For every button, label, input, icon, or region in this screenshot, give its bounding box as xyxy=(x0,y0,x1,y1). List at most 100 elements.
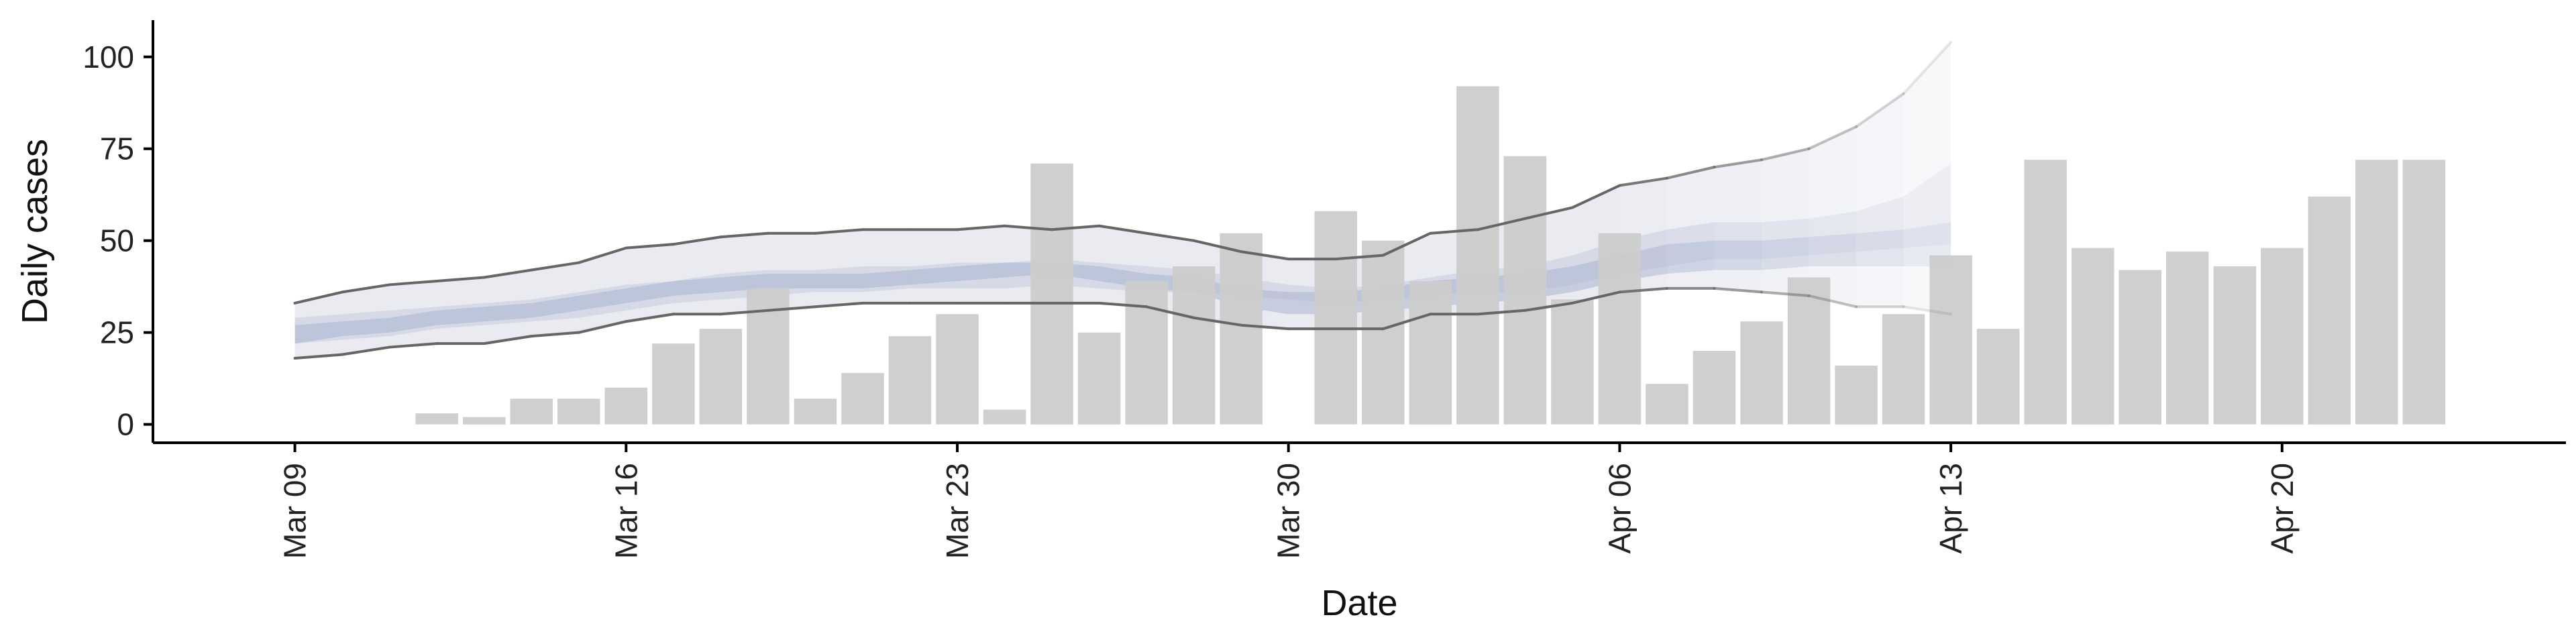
y-axis-ticks: 0 25 50 75 100 xyxy=(83,40,153,442)
daily-case-bar xyxy=(1362,240,1405,425)
ci-90-upper-line xyxy=(1145,231,1195,242)
ci-20-band-segment xyxy=(910,266,957,285)
ci-90-lower-line xyxy=(1192,316,1243,327)
daily-case-bar xyxy=(2024,160,2067,425)
y-tick-label: 25 xyxy=(100,315,134,350)
ci-90-lower-line xyxy=(1713,286,1763,294)
daily-case-bars xyxy=(415,86,2446,425)
ci-90-lower-line xyxy=(1760,290,1811,297)
ci-20-band-segment xyxy=(531,295,579,318)
ci-90-upper-line xyxy=(1713,158,1763,169)
daily-case-bar xyxy=(604,387,648,425)
ci-50-band-segment xyxy=(1762,218,1809,260)
daily-case-bar xyxy=(2213,266,2257,425)
daily-case-bar xyxy=(2166,252,2209,425)
daily-case-bar xyxy=(1456,86,1499,425)
x-axis-ticks: Mar 09 Mar 16 Mar 23 Mar 30 Apr 06 Apr 13 Apr … xyxy=(278,443,2300,559)
ci-90-lower-line xyxy=(530,331,580,338)
ci-50-band-segment xyxy=(1903,163,1951,248)
ci-90-lower-line xyxy=(1807,294,1858,309)
daily-case-bar xyxy=(1409,281,1452,425)
ci-20-band-segment xyxy=(626,280,674,303)
daily-case-bar xyxy=(463,417,506,425)
x-tick-label: Mar 16 xyxy=(608,463,643,559)
daily-case-bar xyxy=(1551,299,1594,425)
daily-case-bar xyxy=(557,398,600,425)
ci-90-lower-line xyxy=(1476,309,1527,316)
ci-90-lower-line xyxy=(1145,305,1195,319)
ci-20-band-segment xyxy=(578,288,627,311)
ci-90-lower-line xyxy=(341,345,391,356)
daily-case-bar xyxy=(1976,329,2020,425)
ci-20-band-segment xyxy=(1714,240,1762,270)
daily-case-bar xyxy=(510,398,553,425)
ci-20-band-segment xyxy=(294,321,343,344)
y-tick-label: 75 xyxy=(100,131,134,166)
x-tick-label: Apr 13 xyxy=(1933,463,1968,554)
ci-20-band-segment xyxy=(1809,233,1857,267)
ci-90-upper-line xyxy=(1051,224,1101,231)
ci-90-lower-line xyxy=(1902,305,1953,316)
daily-case-bar xyxy=(2072,248,2114,425)
ci-90-upper-line xyxy=(530,261,580,272)
ci-90-band-segment xyxy=(1903,42,1951,315)
x-tick-label: Mar 09 xyxy=(278,463,313,559)
daily-case-bar xyxy=(2261,248,2304,425)
y-tick-label: 100 xyxy=(83,40,134,74)
ci-90-upper-line xyxy=(293,290,344,305)
daily-case-bar xyxy=(1740,321,1783,425)
daily-case-bar xyxy=(794,398,837,425)
ci-90-lower-line xyxy=(1523,301,1574,312)
ci-20-band-segment xyxy=(1666,240,1715,274)
x-tick-label: Mar 23 xyxy=(940,463,975,559)
ci-90-lower-line xyxy=(719,309,769,316)
daily-case-bar xyxy=(1929,255,1972,425)
ci-90-upper-line xyxy=(1334,254,1385,261)
ci-20-band-segment xyxy=(720,274,768,292)
x-tick-label: Apr 20 xyxy=(2265,463,2300,554)
ci-20-band-segment xyxy=(484,303,532,322)
daily-case-bar xyxy=(841,372,884,425)
ci-90-upper-line xyxy=(577,246,628,264)
ci-90-upper-line xyxy=(482,268,533,279)
daily-case-bar xyxy=(2402,160,2446,425)
ci-90-upper-line xyxy=(1192,239,1243,254)
daily-case-bar xyxy=(1503,156,1547,425)
ci-90-lower-line xyxy=(766,305,817,312)
daily-case-bar xyxy=(652,343,695,425)
y-axis-title: Daily cases xyxy=(15,139,55,324)
daily-case-bar xyxy=(1172,266,1216,425)
ci-90-upper-line xyxy=(388,279,439,286)
ci-90-band-segment xyxy=(1762,148,1809,296)
daily-case-bar xyxy=(1314,211,1357,425)
ci-90-upper-line xyxy=(1003,224,1054,231)
ci-90-upper-line xyxy=(956,224,1006,231)
ci-90-upper-line xyxy=(1240,250,1290,261)
ci-90-upper-line xyxy=(435,276,486,282)
daily-case-bar xyxy=(1598,233,1642,425)
ci-90-upper-line xyxy=(1381,231,1432,257)
ci-20-band-segment xyxy=(1762,237,1809,270)
x-tick-label: Apr 06 xyxy=(1602,463,1637,554)
ci-20-band-segment xyxy=(673,277,721,296)
daily-case-bar xyxy=(2118,270,2161,425)
ci-50-band-segment xyxy=(1714,222,1762,260)
daily-case-bar xyxy=(1125,281,1168,425)
ci-90-band-segment xyxy=(862,229,910,303)
y-tick-label: 50 xyxy=(100,223,134,258)
ci-20-band-segment xyxy=(437,307,484,325)
ci-90-lower-line xyxy=(1570,290,1621,305)
ci-90-band-segment xyxy=(1809,126,1857,307)
daily-case-bar xyxy=(415,413,458,425)
ci-90-lower-line xyxy=(1618,286,1668,294)
daily-case-bar xyxy=(936,314,979,425)
y-tick-label: 0 xyxy=(117,407,134,442)
daily-case-bar xyxy=(1220,233,1263,425)
ci-90-band-segment xyxy=(1714,160,1762,292)
daily-case-bar xyxy=(983,409,1026,425)
ci-90-lower-line xyxy=(293,353,344,360)
ci-90-lower-line xyxy=(625,313,675,323)
daily-case-bar xyxy=(699,329,743,425)
ci-90-lower-line xyxy=(1240,323,1290,331)
